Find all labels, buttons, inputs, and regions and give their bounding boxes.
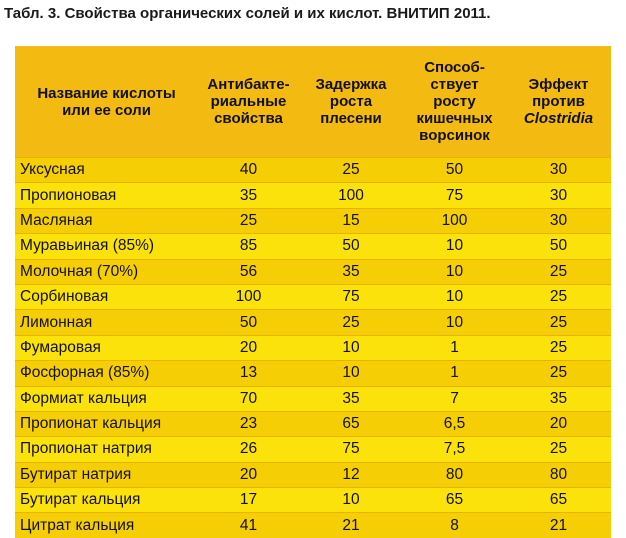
cell-mold-delay: 75 (299, 436, 403, 463)
cell-villi-growth: 10 (403, 283, 506, 310)
cell-clostridia: 20 (506, 410, 611, 437)
cell-antibacterial: 26 (198, 436, 299, 463)
cell-villi-growth: 80 (403, 461, 506, 488)
table-caption: Табл. 3. Свойства органических солей и и… (4, 5, 491, 22)
cell-villi-growth: 6,5 (403, 410, 506, 437)
cell-name: Уксусная (15, 156, 198, 183)
cell-name: Пропионовая (15, 182, 198, 209)
cell-villi-growth: 100 (403, 207, 506, 234)
cell-name: Бутират кальция (15, 487, 198, 513)
cell-antibacterial: 13 (198, 360, 299, 387)
cell-name: Бутират натрия (15, 461, 198, 488)
cell-clostridia: 25 (506, 436, 611, 463)
table-row: Лимонная 50 25 10 25 (15, 309, 611, 336)
cell-antibacterial: 17 (198, 487, 299, 513)
table-row: Пропионат натрия 26 75 7,5 25 (15, 436, 611, 463)
cell-antibacterial: 70 (198, 385, 299, 412)
table-row: Цитрат кальция 41 21 8 21 (15, 512, 611, 538)
cell-villi-growth: 7 (403, 385, 506, 412)
cell-name: Лимонная (15, 309, 198, 336)
cell-clostridia: 65 (506, 487, 611, 513)
cell-villi-growth: 10 (403, 258, 506, 285)
cell-villi-growth: 1 (403, 334, 506, 361)
cell-clostridia: 25 (506, 283, 611, 310)
cell-mold-delay: 25 (299, 309, 403, 336)
table-row: Бутират кальция 17 10 65 65 (15, 487, 611, 513)
header-antibacterial: Антибакте- риальные свойства (198, 46, 299, 158)
cell-villi-growth: 10 (403, 309, 506, 336)
cell-antibacterial: 85 (198, 233, 299, 260)
cell-antibacterial: 100 (198, 283, 299, 310)
cell-name: Пропионат натрия (15, 436, 198, 463)
cell-mold-delay: 50 (299, 233, 403, 260)
cell-name: Пропионат кальция (15, 410, 198, 437)
cell-mold-delay: 12 (299, 461, 403, 488)
table-row: Фосфорная (85%) 13 10 1 25 (15, 360, 611, 387)
cell-mold-delay: 100 (299, 182, 403, 209)
header-clostridia: Эффект против Clostridia (506, 46, 611, 158)
cell-name: Муравьиная (85%) (15, 233, 198, 260)
cell-mold-delay: 10 (299, 487, 403, 513)
table-row: Формиат кальция 70 35 7 35 (15, 385, 611, 412)
cell-clostridia: 21 (506, 512, 611, 538)
cell-antibacterial: 41 (198, 512, 299, 538)
cell-name: Молочная (70%) (15, 258, 198, 285)
table-row: Муравьиная (85%) 85 50 10 50 (15, 233, 611, 260)
header-mold-delay: Задержка роста плесени (299, 46, 403, 158)
properties-table: Название кислоты или ее соли Антибакте- … (15, 46, 611, 538)
cell-name: Сорбиновая (15, 283, 198, 310)
cell-antibacterial: 35 (198, 182, 299, 209)
cell-villi-growth: 7,5 (403, 436, 506, 463)
cell-name: Фосфорная (85%) (15, 360, 198, 387)
cell-clostridia: 25 (506, 309, 611, 336)
table-row: Фумаровая 20 10 1 25 (15, 334, 611, 361)
cell-clostridia: 25 (506, 334, 611, 361)
cell-villi-growth: 10 (403, 233, 506, 260)
cell-antibacterial: 23 (198, 410, 299, 437)
table-row: Бутират натрия 20 12 80 80 (15, 461, 611, 488)
table-row: Сорбиновая 100 75 10 25 (15, 283, 611, 310)
cell-antibacterial: 20 (198, 334, 299, 361)
cell-villi-growth: 75 (403, 182, 506, 209)
cell-mold-delay: 10 (299, 360, 403, 387)
table-row: Молочная (70%) 56 35 10 25 (15, 258, 611, 285)
table-row: Пропионовая 35 100 75 30 (15, 182, 611, 209)
cell-mold-delay: 15 (299, 207, 403, 234)
cell-mold-delay: 25 (299, 156, 403, 183)
cell-villi-growth: 65 (403, 487, 506, 513)
cell-mold-delay: 21 (299, 512, 403, 538)
cell-name: Масляная (15, 207, 198, 234)
cell-villi-growth: 8 (403, 512, 506, 538)
cell-mold-delay: 10 (299, 334, 403, 361)
cell-villi-growth: 1 (403, 360, 506, 387)
cell-antibacterial: 20 (198, 461, 299, 488)
cell-antibacterial: 25 (198, 207, 299, 234)
cell-name: Формиат кальция (15, 385, 198, 412)
cell-clostridia: 80 (506, 461, 611, 488)
cell-mold-delay: 65 (299, 410, 403, 437)
table-body: Уксусная 40 25 50 30 Пропионовая 35 100 75 30 Масл… (15, 156, 611, 538)
cell-mold-delay: 35 (299, 258, 403, 285)
cell-mold-delay: 75 (299, 283, 403, 310)
cell-antibacterial: 50 (198, 309, 299, 336)
cell-clostridia: 30 (506, 156, 611, 183)
cell-name: Фумаровая (15, 334, 198, 361)
header-villi-growth: Способ- ствует росту кишечных ворсинок (403, 46, 506, 158)
cell-clostridia: 25 (506, 360, 611, 387)
cell-clostridia: 50 (506, 233, 611, 260)
table-row: Масляная 25 15 100 30 (15, 207, 611, 234)
table-row: Уксусная 40 25 50 30 (15, 156, 611, 183)
cell-clostridia: 30 (506, 182, 611, 209)
table-row: Пропионат кальция 23 65 6,5 20 (15, 410, 611, 437)
cell-villi-growth: 50 (403, 156, 506, 183)
cell-mold-delay: 35 (299, 385, 403, 412)
cell-antibacterial: 56 (198, 258, 299, 285)
header-name: Название кислоты или ее соли (15, 46, 198, 158)
cell-antibacterial: 40 (198, 156, 299, 183)
cell-clostridia: 25 (506, 258, 611, 285)
cell-name: Цитрат кальция (15, 512, 198, 538)
cell-clostridia: 35 (506, 385, 611, 412)
header-row: Название кислоты или ее соли Антибакте- … (15, 46, 611, 158)
cell-clostridia: 30 (506, 207, 611, 234)
